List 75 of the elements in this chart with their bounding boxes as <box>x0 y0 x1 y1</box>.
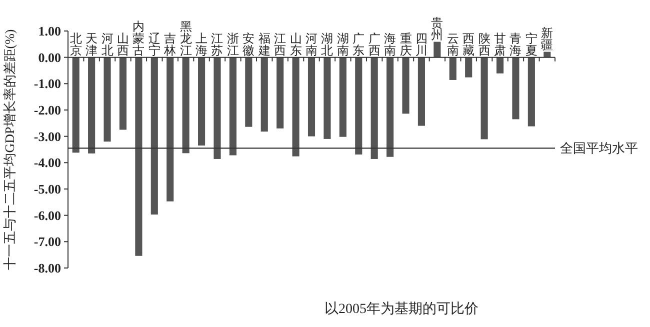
x-tick-label: 山东 <box>290 31 302 58</box>
bar <box>355 57 362 155</box>
bar <box>166 57 174 202</box>
x-tick-label: 上海 <box>196 31 208 58</box>
x-tick-label: 安徽 <box>242 31 255 58</box>
y-tick-label: -3.00 <box>34 128 61 144</box>
bar <box>72 57 80 153</box>
y-tick-label: 0.00 <box>38 50 61 65</box>
bar <box>512 57 520 120</box>
bar <box>480 57 488 140</box>
x-tick-label: 新疆 <box>541 26 554 52</box>
bar <box>88 57 96 154</box>
bar <box>292 57 300 156</box>
x-tick-label: 福建 <box>257 31 270 58</box>
bar <box>308 57 316 136</box>
x-tick-label: 吉林 <box>163 31 176 58</box>
x-tick-label: 重庆 <box>400 31 412 58</box>
x-tick-label: 北京 <box>70 31 82 58</box>
bar <box>402 57 410 114</box>
x-tick-label: 贵州 <box>431 16 444 42</box>
x-tick-label: 四川 <box>415 31 428 58</box>
y-axis-title: 十一五与十二五平均GDP增长率的差距(%) <box>2 29 17 270</box>
y-tick-label: -6.00 <box>34 208 61 223</box>
x-tick-label: 天津 <box>86 31 98 58</box>
ref-line-label: 全国平均水平 <box>560 140 638 156</box>
x-tick-label: 河北 <box>101 31 114 58</box>
x-tick-label: 青海 <box>510 31 522 58</box>
x-tick-label: 黑龙江 <box>180 19 192 58</box>
bar <box>324 57 331 139</box>
bar <box>386 57 394 157</box>
x-tick-label: 宁夏 <box>525 31 538 58</box>
bar <box>496 57 504 74</box>
x-tick-label: 西藏 <box>462 31 475 58</box>
y-tick-label: -5.00 <box>34 182 61 197</box>
x-axis-title: 以2005年为基期的可比价 <box>324 301 478 317</box>
x-tick-label: 甘肃 <box>494 31 506 58</box>
x-tick-label: 海南 <box>384 31 396 58</box>
y-tick-label: -7.00 <box>34 234 61 250</box>
bar <box>465 57 472 78</box>
x-tick-label: 湖北 <box>321 31 334 58</box>
y-tick-label: -4.00 <box>34 155 61 170</box>
y-tick-label: -8.00 <box>34 260 61 276</box>
x-tick-label: 湖南 <box>336 31 349 58</box>
x-tick-label: 河南 <box>306 31 318 58</box>
x-tick-label: 浙江 <box>226 31 239 58</box>
bar <box>528 57 535 126</box>
bar <box>150 57 158 215</box>
x-tick-label: 内蒙古 <box>132 19 145 58</box>
y-tick-label: -1.00 <box>34 76 61 92</box>
bar <box>339 57 346 137</box>
bar <box>434 42 441 58</box>
y-tick-label: -2.00 <box>34 102 61 118</box>
bar <box>449 57 456 80</box>
bar <box>276 57 284 128</box>
bar <box>418 57 425 126</box>
bar <box>119 57 127 130</box>
y-tick-label: 1.00 <box>38 24 61 39</box>
bar <box>182 57 190 154</box>
x-tick-label: 广东 <box>352 31 365 58</box>
bar <box>198 57 206 146</box>
x-tick-label: 陕西 <box>478 31 490 58</box>
bar <box>370 57 378 159</box>
x-tick-label: 山西 <box>116 31 129 58</box>
x-tick-label: 广西 <box>368 31 380 58</box>
bar <box>214 57 221 159</box>
x-tick-label: 江西 <box>274 31 286 58</box>
bar <box>229 57 236 156</box>
bar <box>245 57 252 127</box>
x-tick-label: 辽宁 <box>148 31 160 58</box>
x-tick-label: 云南 <box>446 31 459 58</box>
bar <box>544 52 551 58</box>
bar <box>260 57 268 132</box>
x-tick-label: 江苏 <box>211 31 224 58</box>
bar <box>135 57 142 256</box>
bar <box>104 57 111 142</box>
